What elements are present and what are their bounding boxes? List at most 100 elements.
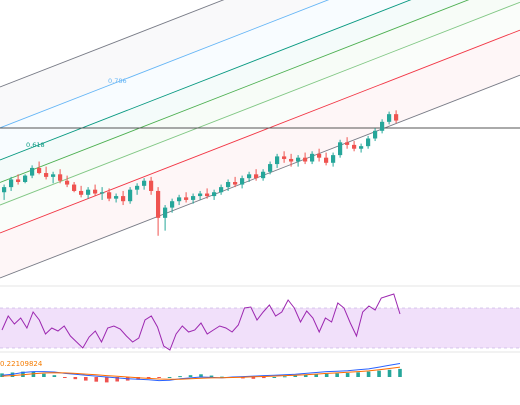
rsi-line	[1, 293, 401, 351]
candle-body	[282, 156, 287, 159]
macd-bar	[188, 375, 193, 377]
fib-line	[0, 0, 225, 88]
candle-body	[380, 121, 385, 131]
macd-bar	[345, 373, 350, 377]
fib-channel[interactable]: 0.618 0.786	[0, 0, 520, 279]
macd-bar	[262, 377, 266, 379]
macd-bar	[146, 377, 151, 379]
candle-body	[345, 142, 350, 145]
candle-body	[310, 153, 315, 162]
candle-body	[394, 114, 399, 121]
macd-bar	[167, 377, 172, 378]
candle-body	[2, 187, 7, 193]
macd-bar	[136, 377, 140, 380]
macd-bar	[115, 377, 120, 382]
macd-bar	[272, 377, 277, 378]
candle-body	[79, 190, 84, 195]
macd-bar	[63, 377, 67, 378]
candle-body	[233, 182, 238, 185]
fib-line	[0, 0, 412, 161]
candle-body	[44, 173, 49, 177]
candle-body	[219, 187, 224, 193]
candle-body	[387, 114, 392, 122]
candle-body	[107, 192, 112, 199]
macd-bar	[377, 370, 381, 377]
fib-line	[0, 29, 520, 234]
candle-body	[289, 158, 294, 162]
candle-body	[184, 197, 189, 200]
macd-bar	[366, 371, 371, 377]
candle-body	[373, 130, 378, 139]
candle-body	[86, 189, 91, 195]
candle-body	[317, 153, 322, 158]
candle-body	[37, 167, 42, 174]
macd-bar	[251, 377, 256, 379]
fib-line	[0, 0, 470, 183]
candle-body	[191, 196, 196, 200]
candle-body	[51, 174, 56, 177]
macd-bar	[83, 377, 88, 381]
macd-bar	[0, 373, 4, 377]
candle-body	[58, 174, 63, 181]
macd-bar	[52, 375, 57, 377]
candle-body	[114, 196, 119, 199]
candle-body	[261, 171, 266, 179]
macd-bar	[220, 376, 224, 378]
candle-body	[142, 180, 147, 186]
candle-body	[205, 193, 210, 197]
candle-body	[177, 197, 182, 202]
candle-body	[30, 167, 35, 176]
macd-bar	[324, 373, 329, 377]
candle-body	[128, 189, 133, 202]
candle-body	[23, 175, 28, 182]
macd-bar	[73, 377, 78, 380]
candle-body	[352, 144, 357, 149]
candle-body	[324, 157, 329, 163]
candle-body	[331, 155, 336, 163]
macd-bar	[293, 375, 298, 377]
candle-body	[226, 182, 231, 188]
candlestick-series	[2, 110, 399, 236]
candle-body	[93, 189, 98, 194]
candle-body	[240, 178, 245, 185]
candle-body	[338, 142, 343, 156]
macd-bar	[303, 374, 308, 377]
macd-bar	[209, 375, 214, 377]
macd-bar	[241, 377, 245, 379]
macd-bar	[104, 377, 109, 383]
candle-body	[121, 196, 126, 202]
fib-band	[0, 30, 520, 279]
candle-body	[156, 190, 161, 218]
macd-bar	[178, 376, 182, 378]
macd-bar	[31, 371, 36, 377]
macd-bar	[314, 374, 319, 377]
macd-histogram	[0, 368, 402, 383]
fib-label-0618: 0.618	[26, 141, 45, 149]
candle-body	[212, 192, 217, 197]
candle-body	[366, 138, 371, 147]
macd-bar	[387, 369, 392, 377]
fib-line	[0, 0, 330, 129]
fib-band	[0, 2, 520, 233]
macd-line	[1, 363, 401, 382]
candle-body	[72, 184, 77, 191]
candle-body	[65, 180, 70, 185]
candle-body	[149, 180, 154, 191]
rsi-band	[0, 308, 520, 348]
candle-body	[254, 174, 259, 179]
candle-body	[16, 179, 21, 182]
fib-line	[0, 1, 520, 206]
fib-label-0786: 0.786	[108, 77, 127, 85]
candle-body	[303, 157, 308, 162]
macd-bar	[398, 368, 402, 377]
candle-body	[268, 164, 273, 172]
candle-body	[100, 192, 105, 194]
macd-bar	[157, 377, 161, 378]
candle-body	[198, 193, 203, 197]
candle-body	[247, 174, 252, 179]
candle-body	[359, 146, 364, 149]
macd-bar	[282, 376, 287, 378]
macd-bar	[356, 372, 360, 377]
